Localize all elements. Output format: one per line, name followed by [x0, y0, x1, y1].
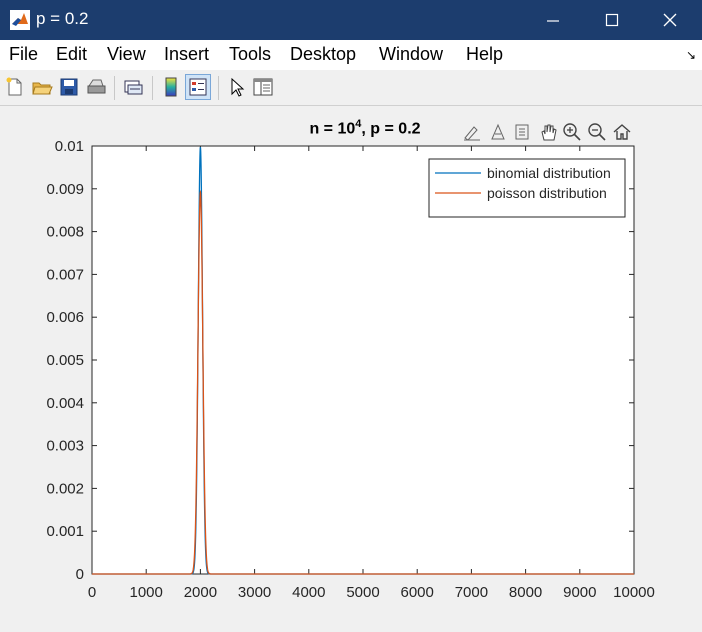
brush-data-icon[interactable] — [462, 122, 482, 142]
plot-title-exponent: 4 — [355, 118, 362, 130]
data-cursor-icon[interactable] — [488, 122, 508, 142]
save-figure-icon[interactable] — [58, 76, 80, 98]
insert-legend-button[interactable] — [185, 74, 211, 100]
minimize-button[interactable] — [530, 0, 576, 40]
show-plot-tools-icon[interactable] — [252, 76, 274, 98]
plot-title-prefix: n = 10 — [309, 120, 356, 138]
plot-title: n = 104, p = 0.2 — [0, 118, 702, 138]
window-title: p = 0.2 — [36, 9, 89, 28]
insert-colorbar-icon[interactable] — [160, 76, 182, 98]
toolbar-separator — [152, 76, 153, 100]
pan-hand-icon[interactable] — [538, 122, 558, 142]
menu-window[interactable]: Window — [379, 44, 444, 64]
menu-bar: File Edit View Insert Tools Desktop Wind… — [0, 40, 702, 70]
new-figure-icon[interactable] — [4, 76, 26, 98]
menu-desktop[interactable]: Desktop — [290, 44, 357, 64]
close-icon — [663, 13, 677, 27]
maximize-button[interactable] — [589, 0, 635, 40]
figure-canvas — [0, 106, 702, 632]
menu-tools[interactable]: Tools — [229, 44, 272, 64]
close-button[interactable] — [647, 0, 693, 40]
title-bar: p = 0.2 — [0, 0, 702, 40]
menu-file[interactable]: File — [9, 44, 39, 64]
open-file-icon[interactable] — [31, 76, 53, 98]
print-figure-icon[interactable] — [85, 76, 107, 98]
edit-plot-icon[interactable] — [226, 76, 248, 98]
insert-legend-icon — [189, 78, 207, 96]
home-restore-icon[interactable] — [612, 122, 632, 142]
toolbar-separator — [114, 76, 115, 100]
plot-title-suffix: , p = 0.2 — [361, 120, 421, 138]
zoom-out-icon[interactable] — [587, 122, 607, 142]
zoom-restore-view-icon[interactable] — [512, 122, 532, 142]
matlab-logo-icon — [10, 10, 30, 30]
menu-help[interactable]: Help — [466, 44, 504, 64]
menu-insert[interactable]: Insert — [164, 44, 210, 64]
menu-edit[interactable]: Edit — [56, 44, 88, 64]
link-plot-icon[interactable] — [122, 76, 144, 98]
toolbar-separator — [218, 76, 219, 100]
dock-arrow-icon[interactable]: ↘ — [685, 48, 696, 62]
minimize-icon — [547, 20, 559, 22]
zoom-in-icon[interactable] — [562, 122, 582, 142]
menu-view[interactable]: View — [107, 44, 146, 64]
figure-toolbar — [0, 70, 702, 106]
maximize-icon — [605, 13, 619, 27]
